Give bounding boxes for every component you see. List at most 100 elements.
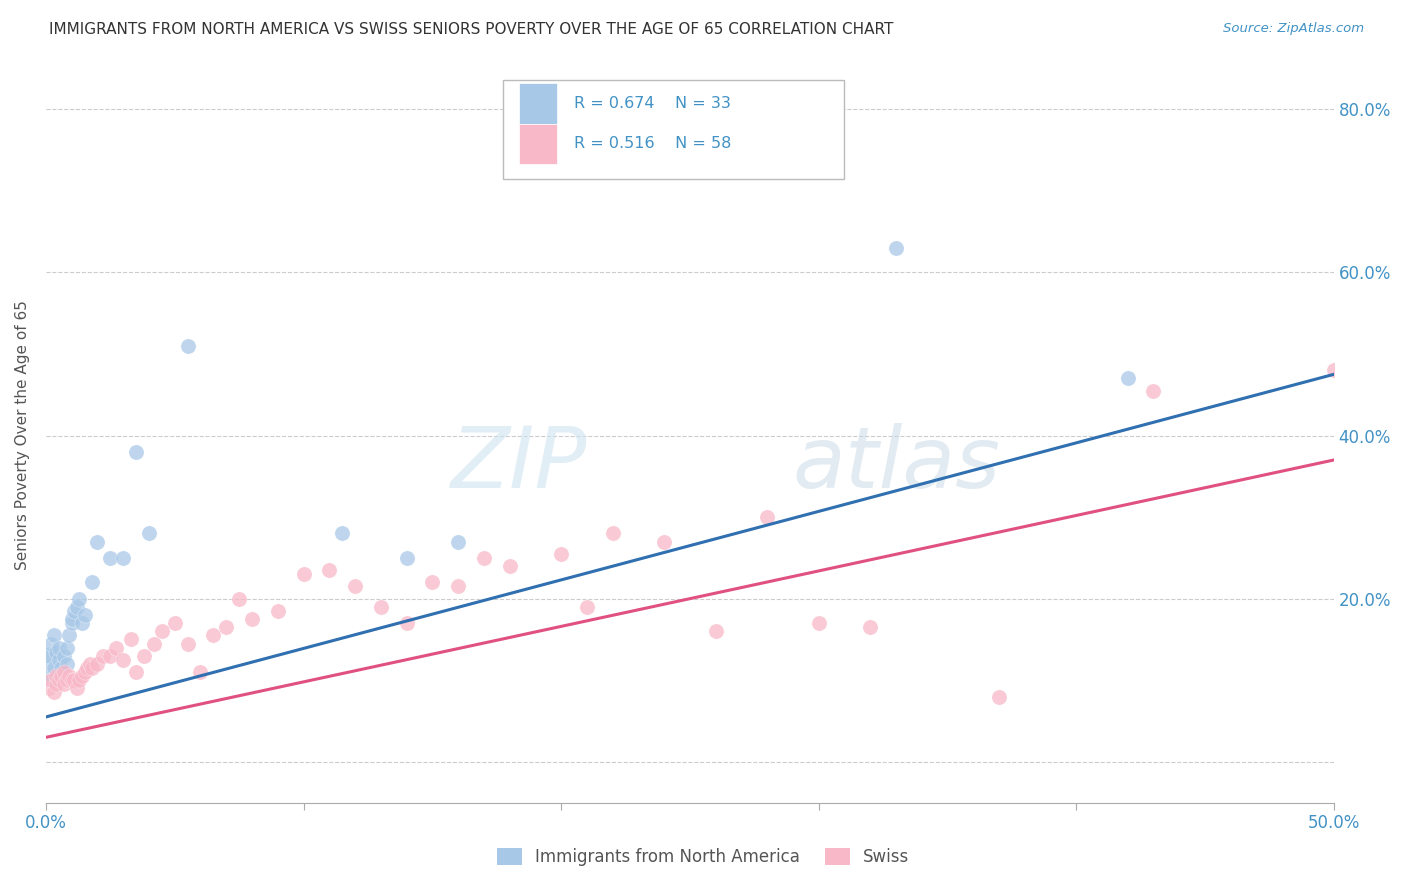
Point bbox=[602, 526, 624, 541]
Point bbox=[38, 681, 60, 696]
Point bbox=[343, 579, 366, 593]
Point bbox=[138, 526, 160, 541]
Point bbox=[228, 591, 250, 606]
Point bbox=[82, 661, 104, 675]
Point bbox=[55, 657, 77, 671]
Point bbox=[575, 599, 598, 614]
Point bbox=[38, 657, 60, 671]
Point bbox=[38, 648, 60, 663]
Point bbox=[240, 612, 263, 626]
Point bbox=[447, 534, 470, 549]
Point bbox=[420, 575, 443, 590]
Point bbox=[112, 653, 135, 667]
Point bbox=[807, 616, 830, 631]
Point bbox=[48, 653, 70, 667]
Point bbox=[202, 628, 225, 642]
Point bbox=[55, 673, 77, 688]
Point bbox=[125, 445, 148, 459]
Point bbox=[98, 648, 121, 663]
Point bbox=[42, 628, 65, 642]
Point bbox=[58, 669, 80, 683]
Point bbox=[79, 657, 101, 671]
Point bbox=[51, 669, 73, 683]
Point bbox=[756, 510, 779, 524]
Point bbox=[987, 690, 1010, 704]
Point bbox=[42, 661, 65, 675]
Point bbox=[39, 673, 62, 688]
Point bbox=[82, 575, 104, 590]
Point bbox=[70, 616, 93, 631]
Point bbox=[63, 604, 86, 618]
Point bbox=[76, 661, 98, 675]
Point bbox=[176, 636, 198, 650]
Point bbox=[60, 673, 83, 688]
Point bbox=[292, 567, 315, 582]
Point bbox=[1142, 384, 1164, 398]
Point bbox=[1116, 371, 1139, 385]
Bar bbox=[519, 124, 557, 164]
Text: atlas: atlas bbox=[793, 424, 1001, 507]
Point bbox=[53, 648, 76, 663]
FancyBboxPatch shape bbox=[503, 79, 845, 178]
Point bbox=[884, 241, 907, 255]
Text: R = 0.516    N = 58: R = 0.516 N = 58 bbox=[574, 136, 731, 152]
Point bbox=[73, 607, 96, 622]
Point bbox=[86, 657, 108, 671]
Point bbox=[267, 604, 290, 618]
Point bbox=[330, 526, 353, 541]
Point bbox=[318, 563, 340, 577]
Legend: Immigrants from North America, Swiss: Immigrants from North America, Swiss bbox=[488, 840, 918, 875]
Point bbox=[447, 579, 470, 593]
Point bbox=[73, 665, 96, 679]
Point bbox=[215, 620, 238, 634]
Text: ZIP: ZIP bbox=[450, 424, 586, 507]
Point bbox=[48, 673, 70, 688]
Point bbox=[48, 640, 70, 655]
Point bbox=[91, 648, 114, 663]
Text: Source: ZipAtlas.com: Source: ZipAtlas.com bbox=[1223, 22, 1364, 36]
Point bbox=[70, 669, 93, 683]
Point bbox=[704, 624, 727, 639]
Point bbox=[58, 628, 80, 642]
Point bbox=[45, 645, 67, 659]
Point bbox=[859, 620, 882, 634]
Point bbox=[53, 665, 76, 679]
Point bbox=[66, 681, 89, 696]
Point bbox=[51, 661, 73, 675]
Y-axis label: Seniors Poverty Over the Age of 65: Seniors Poverty Over the Age of 65 bbox=[15, 301, 30, 571]
Point bbox=[1323, 363, 1346, 377]
Point bbox=[45, 677, 67, 691]
Point bbox=[60, 616, 83, 631]
Point bbox=[69, 673, 91, 688]
Point bbox=[143, 636, 166, 650]
Point bbox=[86, 534, 108, 549]
Point bbox=[652, 534, 675, 549]
Point bbox=[132, 648, 155, 663]
Point bbox=[550, 547, 572, 561]
Point bbox=[125, 665, 148, 679]
Point bbox=[472, 550, 495, 565]
Text: IMMIGRANTS FROM NORTH AMERICA VS SWISS SENIORS POVERTY OVER THE AGE OF 65 CORREL: IMMIGRANTS FROM NORTH AMERICA VS SWISS S… bbox=[49, 22, 894, 37]
Point bbox=[39, 636, 62, 650]
Text: R = 0.674    N = 33: R = 0.674 N = 33 bbox=[574, 95, 731, 111]
Point bbox=[190, 665, 212, 679]
Point bbox=[55, 640, 77, 655]
Point bbox=[60, 612, 83, 626]
Point bbox=[395, 550, 418, 565]
Point bbox=[39, 673, 62, 688]
Point bbox=[176, 339, 198, 353]
Point bbox=[42, 685, 65, 699]
Bar bbox=[519, 83, 557, 124]
Point bbox=[66, 599, 89, 614]
Point bbox=[63, 673, 86, 688]
Point bbox=[98, 550, 121, 565]
Point bbox=[120, 632, 142, 647]
Point bbox=[104, 640, 127, 655]
Point bbox=[163, 616, 186, 631]
Point bbox=[45, 669, 67, 683]
Point bbox=[53, 677, 76, 691]
Point bbox=[395, 616, 418, 631]
Point bbox=[370, 599, 392, 614]
Point bbox=[69, 591, 91, 606]
Point bbox=[112, 550, 135, 565]
